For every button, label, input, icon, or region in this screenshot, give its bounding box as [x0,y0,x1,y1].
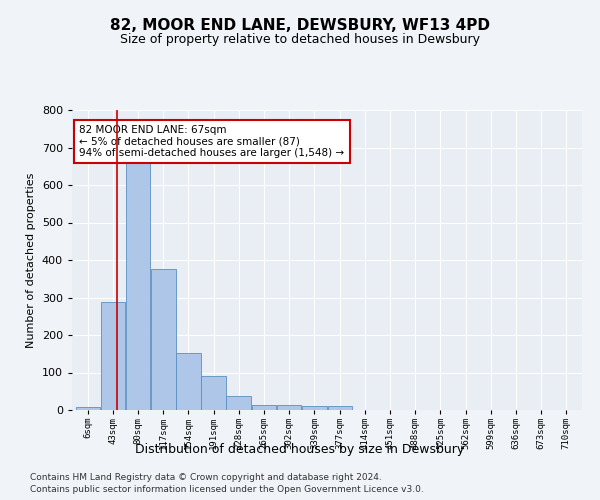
Text: Contains public sector information licensed under the Open Government Licence v3: Contains public sector information licen… [30,485,424,494]
Bar [251,405,276,410]
Text: Contains HM Land Registry data © Crown copyright and database right 2024.: Contains HM Land Registry data © Crown c… [30,472,382,482]
Text: 82, MOOR END LANE, DEWSBURY, WF13 4PD: 82, MOOR END LANE, DEWSBURY, WF13 4PD [110,18,490,32]
Bar [176,352,200,410]
Bar [202,376,226,410]
Text: 82 MOOR END LANE: 67sqm
← 5% of detached houses are smaller (87)
94% of semi-det: 82 MOOR END LANE: 67sqm ← 5% of detached… [79,125,344,158]
Bar [226,396,251,410]
Bar [328,406,352,410]
Text: Size of property relative to detached houses in Dewsbury: Size of property relative to detached ho… [120,32,480,46]
Bar [277,405,301,410]
Bar [76,408,100,410]
Bar [302,406,327,410]
Bar [126,160,151,410]
Bar [101,302,125,410]
Y-axis label: Number of detached properties: Number of detached properties [26,172,36,348]
Text: Distribution of detached houses by size in Dewsbury: Distribution of detached houses by size … [136,442,464,456]
Bar [151,268,176,410]
